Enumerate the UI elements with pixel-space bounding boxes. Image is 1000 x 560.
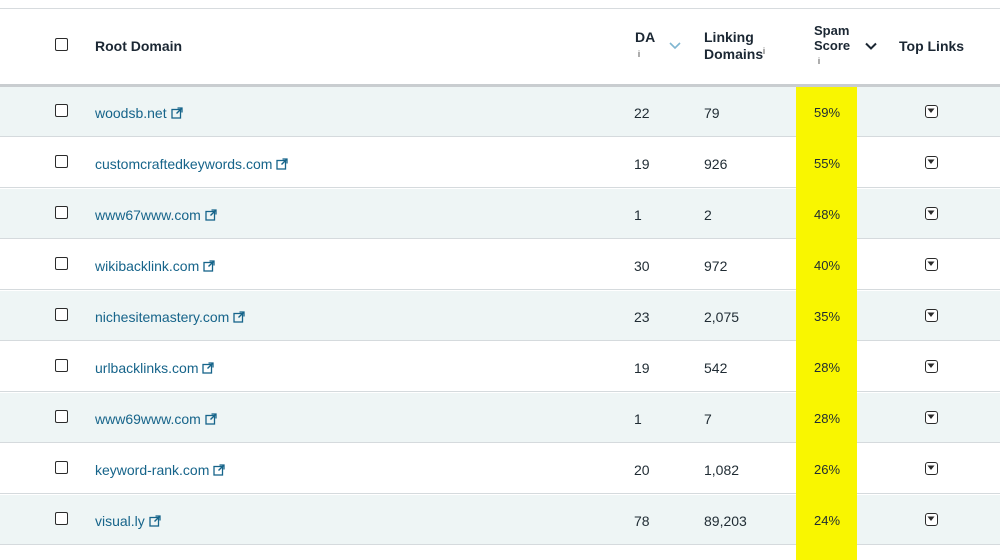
top-links-dropdown-icon[interactable] (925, 513, 938, 526)
header-spam-score[interactable]: Spam Score (814, 23, 850, 53)
header-divider (0, 84, 1000, 87)
external-link-icon[interactable] (213, 463, 226, 479)
root-domain-text: www69www.com (95, 411, 201, 427)
spam-score-value: 35% (814, 309, 841, 324)
da-value: 78 (634, 513, 650, 529)
header-top-links[interactable]: Top Links (899, 38, 965, 54)
root-domain-text: urlbacklinks.com (95, 360, 199, 376)
spam-info-icon[interactable]: i (818, 56, 820, 66)
table-row: wikibacklink.com 30 972 40% (0, 240, 1000, 290)
root-domain-link[interactable]: visual.ly (95, 513, 161, 530)
da-value: 22 (634, 105, 650, 121)
root-domain-link[interactable]: www69www.com (95, 411, 217, 428)
header-da[interactable]: DA (635, 29, 655, 46)
select-all-checkbox[interactable] (55, 38, 68, 51)
external-link-icon[interactable] (149, 514, 161, 530)
root-domain-link[interactable]: wikibacklink.com (95, 258, 215, 275)
external-link-icon[interactable] (276, 157, 289, 173)
root-domain-link[interactable]: woodsb.net (95, 105, 183, 122)
spam-score-value: 28% (814, 411, 841, 426)
spam-score-value: 26% (814, 462, 841, 477)
row-checkbox[interactable] (55, 308, 68, 321)
root-domain-link[interactable]: nichesitemastery.com (95, 309, 245, 326)
table-row: customcraftedkeywords.com 19 926 55% (0, 138, 1000, 188)
da-value: 19 (634, 156, 650, 172)
linking-domains-value: 972 (704, 258, 728, 274)
da-value: 1 (634, 411, 642, 427)
external-link-icon[interactable] (203, 259, 215, 275)
top-links-dropdown-icon[interactable] (925, 105, 938, 118)
da-value: 20 (634, 462, 650, 478)
top-links-dropdown-icon[interactable] (925, 309, 938, 322)
root-domain-text: wikibacklink.com (95, 258, 200, 274)
linking-domains-value: 2,075 (704, 309, 740, 325)
da-value: 19 (634, 360, 650, 376)
header-linking-domains[interactable]: Linking Domains (704, 29, 763, 63)
da-value: 30 (634, 258, 650, 274)
da-value: 1 (634, 207, 642, 223)
spam-score-value: 28% (814, 360, 841, 375)
external-link-icon[interactable] (205, 208, 217, 224)
top-links-dropdown-icon[interactable] (925, 411, 938, 424)
root-domain-text: customcraftedkeywords.com (95, 156, 273, 172)
spam-score-value: 40% (814, 258, 841, 273)
header-linking-line1: Linking (704, 29, 754, 45)
header-spam-line1: Spam (814, 23, 850, 38)
root-domain-text: visual.ly (95, 513, 145, 529)
header-linking-line2: Domains (704, 46, 764, 62)
linking-domains-value: 79 (704, 105, 720, 121)
root-domain-text: keyword-rank.com (95, 462, 210, 478)
external-link-icon[interactable] (205, 412, 217, 428)
external-link-icon[interactable] (233, 310, 245, 326)
external-link-icon[interactable] (170, 106, 183, 122)
table-row: keyword-rank.com 20 1,082 26% (0, 444, 1000, 494)
row-checkbox[interactable] (55, 206, 68, 219)
linking-domains-value: 1,082 (704, 462, 740, 478)
table-row: urlbacklinks.com 19 542 28% (0, 342, 1000, 392)
spam-score-value: 59% (814, 105, 841, 120)
row-checkbox[interactable] (55, 359, 68, 372)
spam-sort-chevron-icon[interactable] (865, 42, 877, 51)
header-root-domain[interactable]: Root Domain (95, 38, 183, 54)
row-checkbox[interactable] (55, 257, 68, 270)
header-da-label: DA (635, 29, 656, 45)
top-border (0, 8, 1000, 9)
row-checkbox[interactable] (55, 512, 68, 525)
linking-domains-value: 89,203 (704, 513, 747, 529)
root-domain-text: www67www.com (95, 207, 201, 223)
root-domain-link[interactable]: urlbacklinks.com (95, 360, 215, 377)
root-domain-link[interactable]: www67www.com (95, 207, 217, 224)
spam-score-value: 55% (814, 156, 841, 171)
linking-domains-value: 926 (704, 156, 728, 172)
spam-score-value: 24% (814, 513, 841, 528)
root-domain-link[interactable]: keyword-rank.com (95, 462, 226, 479)
row-checkbox[interactable] (55, 155, 68, 168)
row-checkbox[interactable] (55, 410, 68, 423)
root-domain-text: nichesitemastery.com (95, 309, 230, 325)
top-links-dropdown-icon[interactable] (925, 462, 938, 475)
linking-domains-value: 542 (704, 360, 728, 376)
linking-domains-value: 2 (704, 207, 712, 223)
table-header: Root Domain DA i Linking Domains i Spam … (0, 9, 1000, 84)
top-links-dropdown-icon[interactable] (925, 258, 938, 271)
top-links-dropdown-icon[interactable] (925, 156, 938, 169)
spam-score-highlight (796, 87, 857, 560)
linking-info-icon[interactable]: i (763, 46, 765, 56)
root-domain-link[interactable]: customcraftedkeywords.com (95, 156, 289, 173)
spam-score-value: 48% (814, 207, 841, 222)
header-spam-line2: Score (814, 38, 851, 53)
linking-domains-value: 7 (704, 411, 712, 427)
row-checkbox[interactable] (55, 104, 68, 117)
top-links-dropdown-icon[interactable] (925, 207, 938, 220)
row-checkbox[interactable] (55, 461, 68, 474)
root-domain-text: woodsb.net (95, 105, 167, 121)
da-sort-chevron-icon[interactable] (669, 42, 681, 50)
da-value: 23 (634, 309, 650, 325)
top-links-dropdown-icon[interactable] (925, 360, 938, 373)
external-link-icon[interactable] (202, 361, 215, 377)
da-info-icon[interactable]: i (638, 49, 640, 59)
